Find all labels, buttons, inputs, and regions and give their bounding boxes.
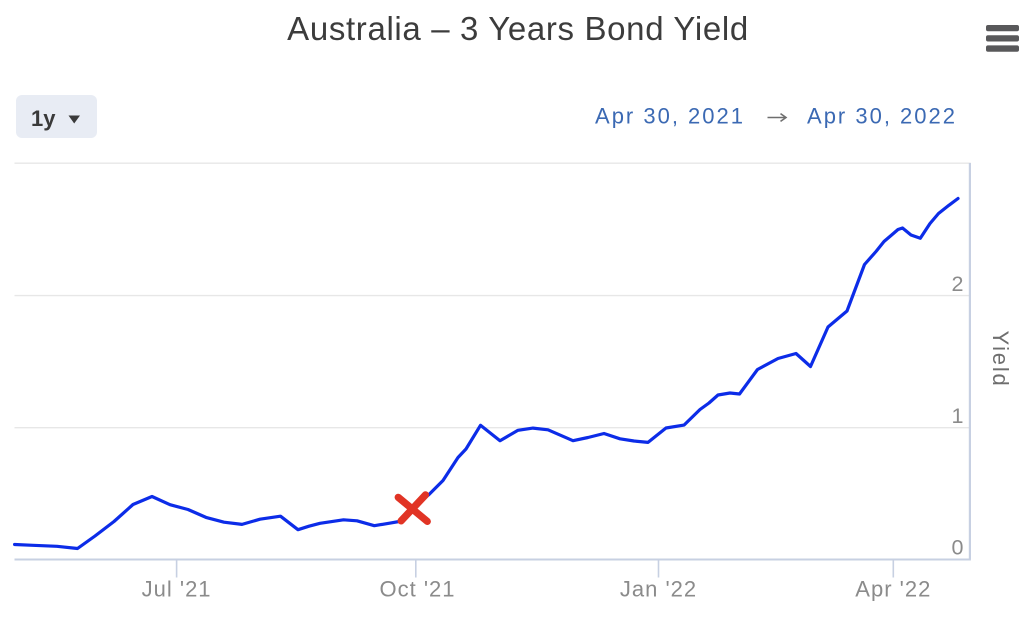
svg-text:0: 0 bbox=[952, 536, 964, 560]
svg-text:1y: 1y bbox=[31, 106, 56, 131]
svg-text:Apr '22: Apr '22 bbox=[855, 577, 931, 602]
svg-text:Apr 30, 2021: Apr 30, 2021 bbox=[595, 104, 745, 129]
svg-text:2: 2 bbox=[952, 272, 964, 296]
svg-text:Oct '21: Oct '21 bbox=[379, 577, 455, 602]
svg-text:1: 1 bbox=[952, 404, 964, 428]
svg-text:Australia – 3 Years Bond Yield: Australia – 3 Years Bond Yield bbox=[287, 10, 749, 47]
svg-text:Jan '22: Jan '22 bbox=[620, 577, 697, 602]
svg-text:Jul '21: Jul '21 bbox=[142, 577, 212, 602]
svg-text:Apr 30, 2022: Apr 30, 2022 bbox=[807, 104, 957, 129]
svg-text:Yield: Yield bbox=[988, 330, 1013, 387]
